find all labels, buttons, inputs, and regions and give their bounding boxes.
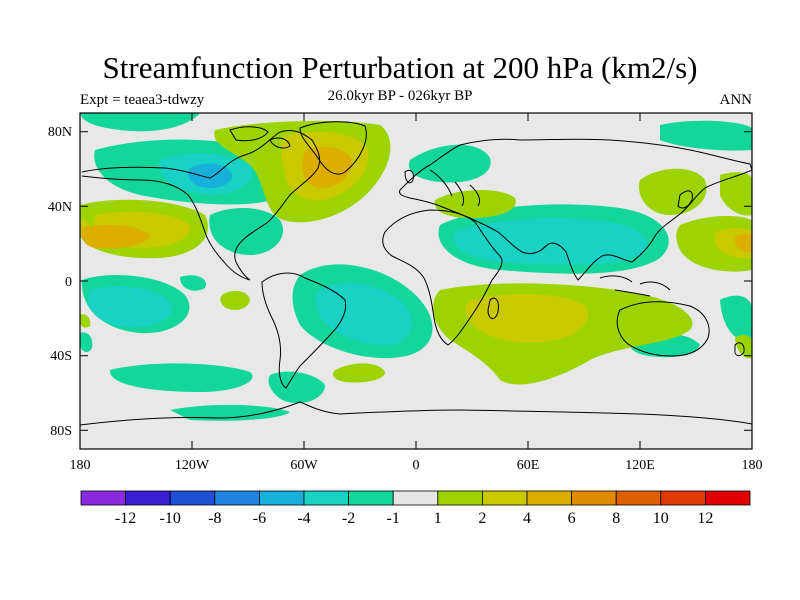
coastline-madagascar bbox=[487, 297, 499, 319]
colorbar-label: 6 bbox=[568, 510, 576, 527]
contour-region bbox=[80, 314, 91, 328]
colorbar-label: -8 bbox=[208, 510, 221, 527]
contour-region bbox=[268, 371, 325, 404]
colorbar-label: 2 bbox=[478, 510, 486, 527]
coastline-arctic-islands bbox=[229, 126, 291, 149]
colorbar-label: -12 bbox=[115, 510, 136, 527]
colorbar-swatch bbox=[169, 490, 216, 506]
contour-region bbox=[302, 146, 352, 189]
lat-axis: 80N 40N 0 40S 80S bbox=[48, 125, 752, 439]
coastline-eurasia bbox=[399, 138, 752, 281]
colorbar-label: 4 bbox=[523, 510, 531, 527]
contour-region bbox=[720, 172, 752, 216]
contour-region bbox=[81, 224, 150, 249]
plot-title: Streamfunction Perturbation at 200 hPa (… bbox=[102, 50, 698, 85]
lat-tick-label: 0 bbox=[65, 275, 72, 290]
lon-tick-label: 60E bbox=[517, 458, 540, 473]
colorbar-swatch bbox=[214, 490, 260, 506]
season-label: ANN bbox=[719, 92, 753, 108]
colorbar-label: -2 bbox=[342, 510, 355, 527]
coastline-antarctica bbox=[80, 401, 752, 426]
contour-region bbox=[220, 290, 250, 310]
colorbar-swatch bbox=[258, 490, 305, 506]
contour-region bbox=[170, 404, 290, 421]
period-label: 26.0kyr BP - 026kyr BP bbox=[327, 88, 473, 104]
colorbar-swatch bbox=[392, 490, 439, 506]
lon-tick-label: 60W bbox=[290, 458, 318, 473]
coastline-australia bbox=[616, 301, 710, 357]
colorbar-swatch bbox=[437, 490, 483, 506]
colorbar-swatch bbox=[348, 490, 394, 506]
lon-tick-label: 180 bbox=[742, 458, 763, 473]
lat-tick-label: 80N bbox=[48, 125, 72, 140]
lon-tick-label: 120E bbox=[625, 458, 655, 473]
contour-region bbox=[408, 144, 491, 183]
lon-tick-label: 0 bbox=[413, 458, 420, 473]
colorbar-swatch bbox=[615, 490, 662, 506]
contour-region bbox=[88, 286, 173, 327]
coastline-south-america bbox=[261, 272, 347, 389]
contour-fill-layer bbox=[80, 113, 752, 421]
contour-region bbox=[209, 208, 284, 255]
contour-region bbox=[80, 332, 93, 353]
colorbar-label: -10 bbox=[160, 510, 181, 527]
coastline-greenland bbox=[299, 121, 367, 175]
contour-region bbox=[80, 113, 200, 132]
coastlines bbox=[80, 121, 752, 426]
colorbar: -12 -10 -8 -6 -4 -2 -1 1 2 4 6 8 10 12 bbox=[80, 490, 751, 527]
contour-region bbox=[332, 363, 385, 383]
colorbar-swatch bbox=[571, 490, 617, 506]
contour-region bbox=[180, 275, 206, 291]
contour-region bbox=[453, 218, 647, 265]
colorbar-label: -1 bbox=[387, 510, 400, 527]
lon-axis: 180 120W 60W 0 60E 120E 180 bbox=[70, 113, 763, 473]
coastline-japan bbox=[677, 190, 693, 209]
contour-region bbox=[720, 295, 752, 341]
colorbar-label: 12 bbox=[697, 510, 713, 527]
contour-region bbox=[660, 120, 752, 151]
coastline-indonesia bbox=[599, 275, 671, 297]
coastline-uk bbox=[404, 169, 414, 184]
colorbar-swatch bbox=[660, 490, 706, 506]
coastline-new-zealand bbox=[734, 342, 745, 357]
coastline-europe-detail bbox=[429, 169, 481, 207]
colorbar-swatch bbox=[705, 490, 751, 506]
lon-tick-label: 120W bbox=[175, 458, 210, 473]
contour-region bbox=[315, 282, 413, 345]
contour-region bbox=[735, 233, 752, 253]
colorbar-swatch bbox=[125, 490, 171, 506]
colorbar-label: 1 bbox=[434, 510, 442, 527]
lon-tick-label: 180 bbox=[70, 458, 91, 473]
lat-tick-label: 40N bbox=[48, 200, 72, 215]
colorbar-label: 8 bbox=[612, 510, 620, 527]
colorbar-label: 10 bbox=[653, 510, 669, 527]
contour-region bbox=[109, 363, 253, 392]
colorbar-swatch bbox=[303, 490, 349, 506]
experiment-label: Expt = teaea3-tdwzy bbox=[80, 92, 205, 108]
lat-tick-label: 80S bbox=[50, 424, 72, 439]
coastline-north-america bbox=[81, 129, 321, 281]
colorbar-swatch bbox=[80, 490, 126, 506]
lat-tick-label: 40S bbox=[50, 349, 72, 364]
colorbar-swatch bbox=[481, 490, 528, 506]
colorbar-swatch bbox=[526, 490, 572, 506]
contour-region bbox=[434, 189, 516, 218]
contour-region bbox=[465, 293, 589, 343]
colorbar-label: -4 bbox=[297, 510, 310, 527]
colorbar-label: -6 bbox=[253, 510, 266, 527]
